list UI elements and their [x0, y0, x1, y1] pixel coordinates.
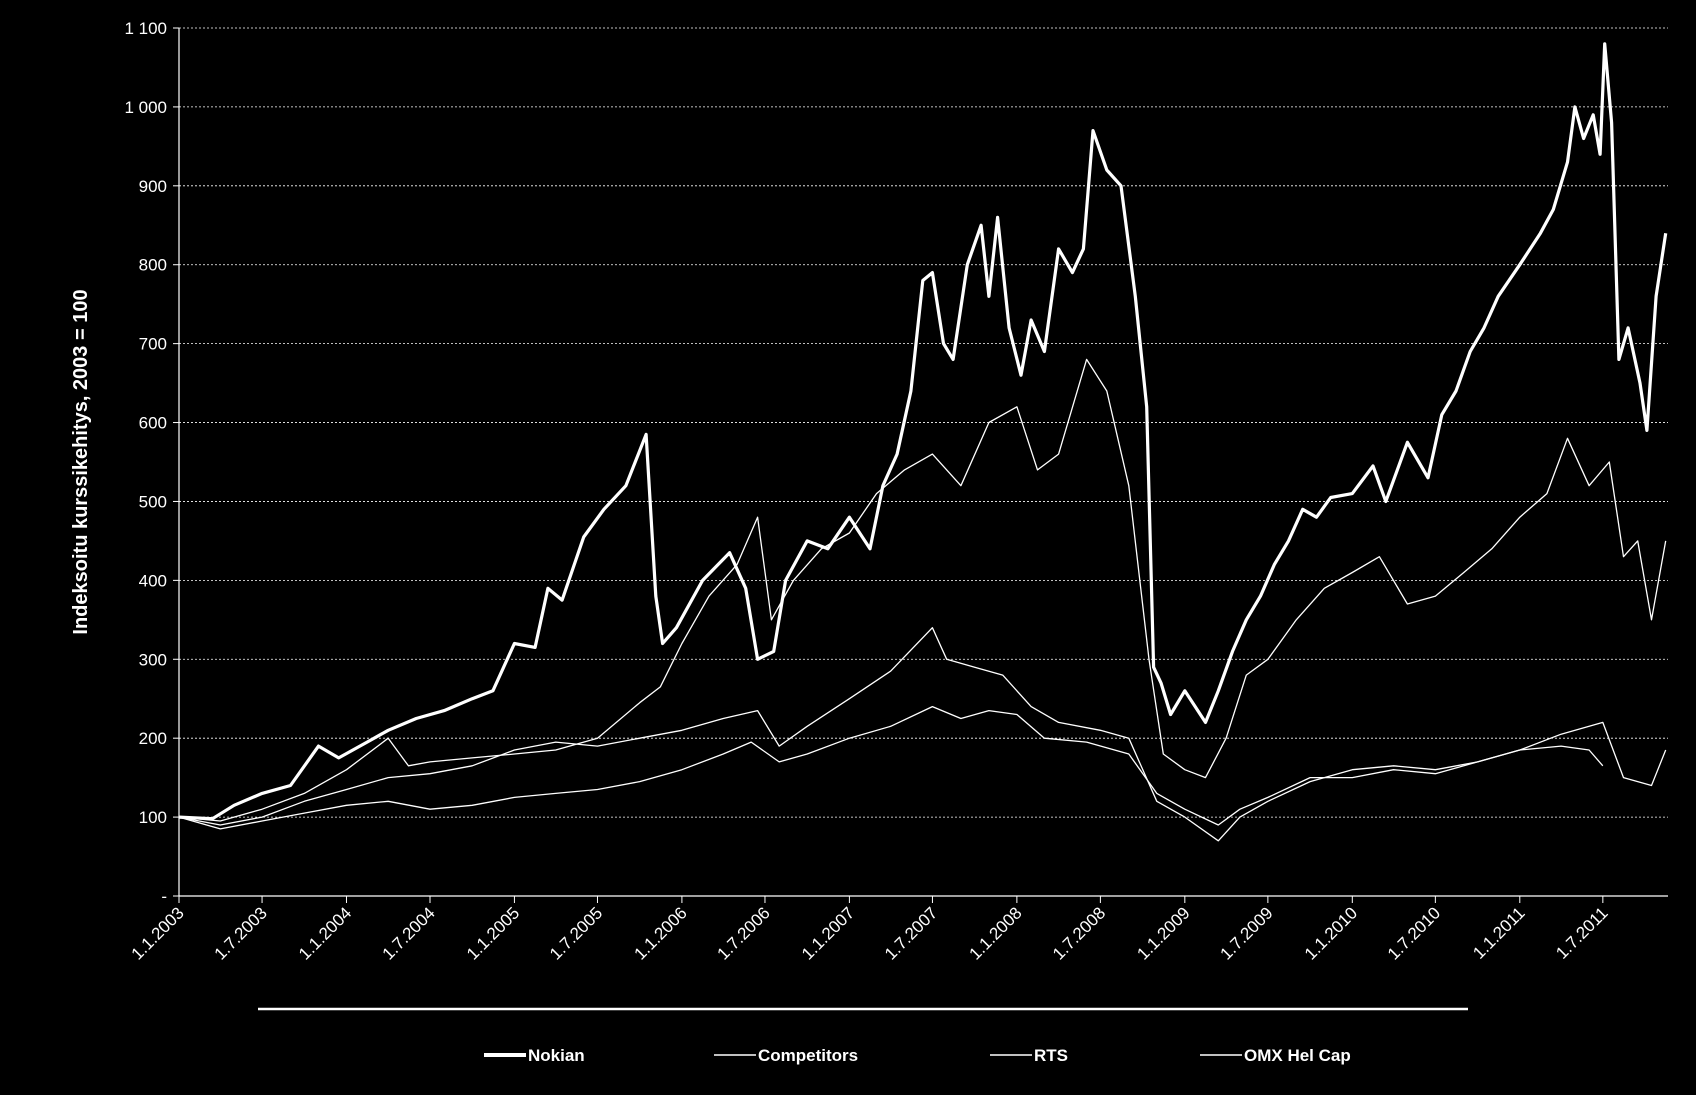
- x-tick-label: 1.1.2006: [631, 903, 691, 963]
- series-line-omx-hel-cap: [178, 705, 1604, 830]
- legend-label-nokian: Nokian: [528, 1046, 585, 1065]
- x-tick-label: 1.7.2005: [546, 903, 606, 963]
- x-tick-label: 1.7.2010: [1384, 903, 1444, 963]
- x-tick-label: 1.1.2010: [1301, 903, 1361, 963]
- y-tick-label: 500: [139, 492, 167, 511]
- series-line-competitors: [178, 627, 1667, 842]
- x-tick-label: 1.7.2011: [1552, 903, 1611, 962]
- x-tick-label: 1.7.2003: [211, 903, 271, 963]
- x-tick-label: 1.7.2007: [881, 903, 941, 963]
- x-tick-label: 1.1.2008: [965, 903, 1025, 963]
- legend-label-competitors: Competitors: [758, 1046, 858, 1065]
- x-tick-label: 1.7.2004: [379, 903, 439, 963]
- x-tick-label: 1.7.2006: [714, 903, 774, 963]
- y-tick-label: 100: [139, 808, 167, 827]
- y-tick-label: 800: [139, 256, 167, 275]
- legend-label-omx-hel-cap: OMX Hel Cap: [1244, 1046, 1351, 1065]
- x-tick-label: 1.1.2004: [295, 903, 355, 963]
- grid-lines: [179, 27, 1668, 818]
- y-tick-label: 1 000: [124, 98, 167, 117]
- x-tick-label: 1.1.2003: [128, 903, 188, 963]
- y-tick-label: 200: [139, 729, 167, 748]
- series-line-rts: [178, 358, 1667, 822]
- x-tick-label: 1.7.2008: [1049, 903, 1109, 963]
- y-axis-ticks: - 100 200 300 400 500 600 700 800 900 1 000 1 100: [124, 19, 179, 906]
- x-tick-label: 1.1.2011: [1469, 903, 1528, 962]
- x-tick-label: 1.1.2009: [1133, 903, 1193, 963]
- series-lines: [178, 42, 1668, 842]
- legend: Nokian Competitors RTS OMX Hel Cap: [484, 1046, 1351, 1065]
- x-tick-label: 1.7.2009: [1216, 903, 1276, 963]
- y-tick-label: 900: [139, 177, 167, 196]
- x-tick-label: 1.1.2005: [463, 903, 523, 963]
- x-axis-ticks: 1.1.2003 1.7.2003 1.1.2004 1.7.2004 1.1.2005…: [128, 896, 1612, 964]
- y-tick-label: 400: [139, 571, 167, 590]
- y-tick-label: 700: [139, 335, 167, 354]
- y-tick-label: 1 100: [124, 19, 167, 38]
- y-tick-label: 600: [139, 414, 167, 433]
- legend-label-rts: RTS: [1034, 1046, 1068, 1065]
- y-axis-label: Indeksoitu kurssikehitys, 2003 = 100: [70, 289, 92, 634]
- y-tick-label: 300: [139, 650, 167, 669]
- series-line-nokian: [178, 42, 1668, 821]
- y-tick-label: -: [161, 887, 167, 906]
- x-tick-label: 1.1.2007: [798, 903, 858, 963]
